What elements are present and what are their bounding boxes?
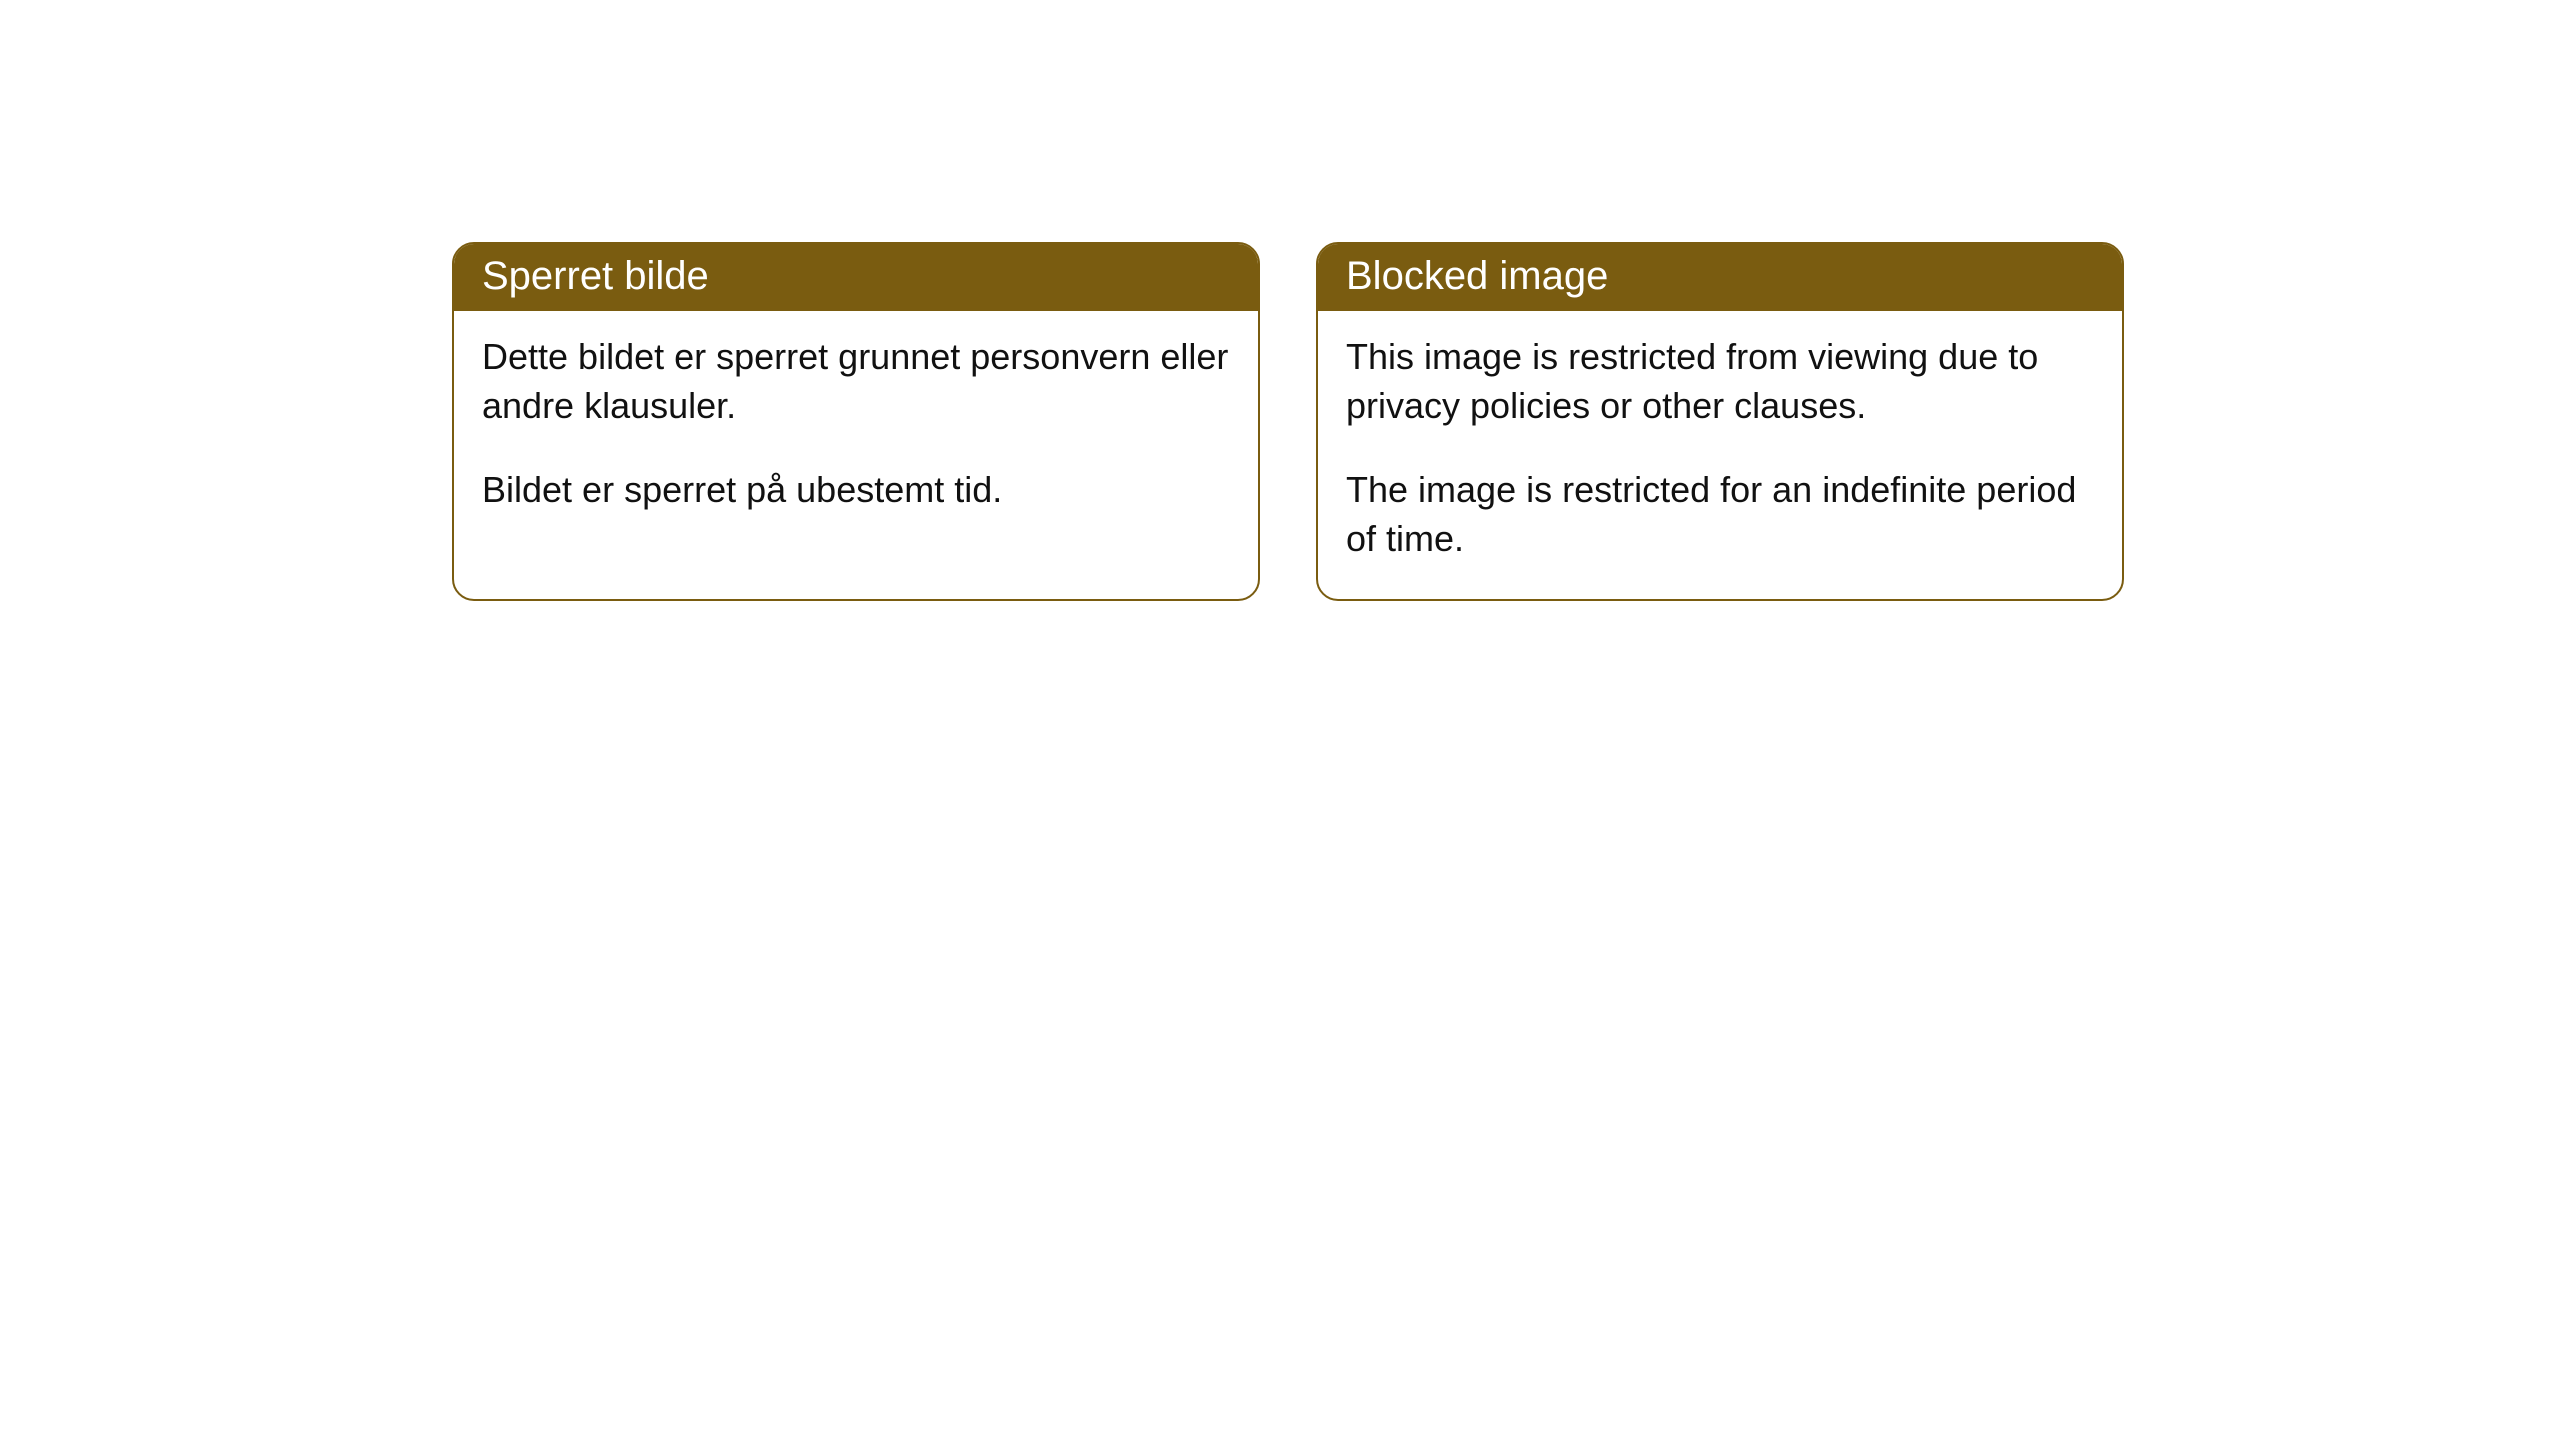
card-paragraph: This image is restricted from viewing du… — [1346, 333, 2094, 430]
card-paragraph: The image is restricted for an indefinit… — [1346, 466, 2094, 563]
card-header: Blocked image — [1318, 244, 2122, 311]
card-title: Sperret bilde — [482, 254, 709, 298]
card-paragraph: Dette bildet er sperret grunnet personve… — [482, 333, 1230, 430]
card-header: Sperret bilde — [454, 244, 1258, 311]
card-title: Blocked image — [1346, 254, 1608, 298]
notice-card-en: Blocked image This image is restricted f… — [1316, 242, 2124, 601]
card-body: This image is restricted from viewing du… — [1318, 311, 2122, 599]
notice-card-no: Sperret bilde Dette bildet er sperret gr… — [452, 242, 1260, 601]
card-body: Dette bildet er sperret grunnet personve… — [454, 311, 1258, 551]
card-paragraph: Bildet er sperret på ubestemt tid. — [482, 466, 1230, 515]
notice-container: Sperret bilde Dette bildet er sperret gr… — [452, 242, 2124, 601]
